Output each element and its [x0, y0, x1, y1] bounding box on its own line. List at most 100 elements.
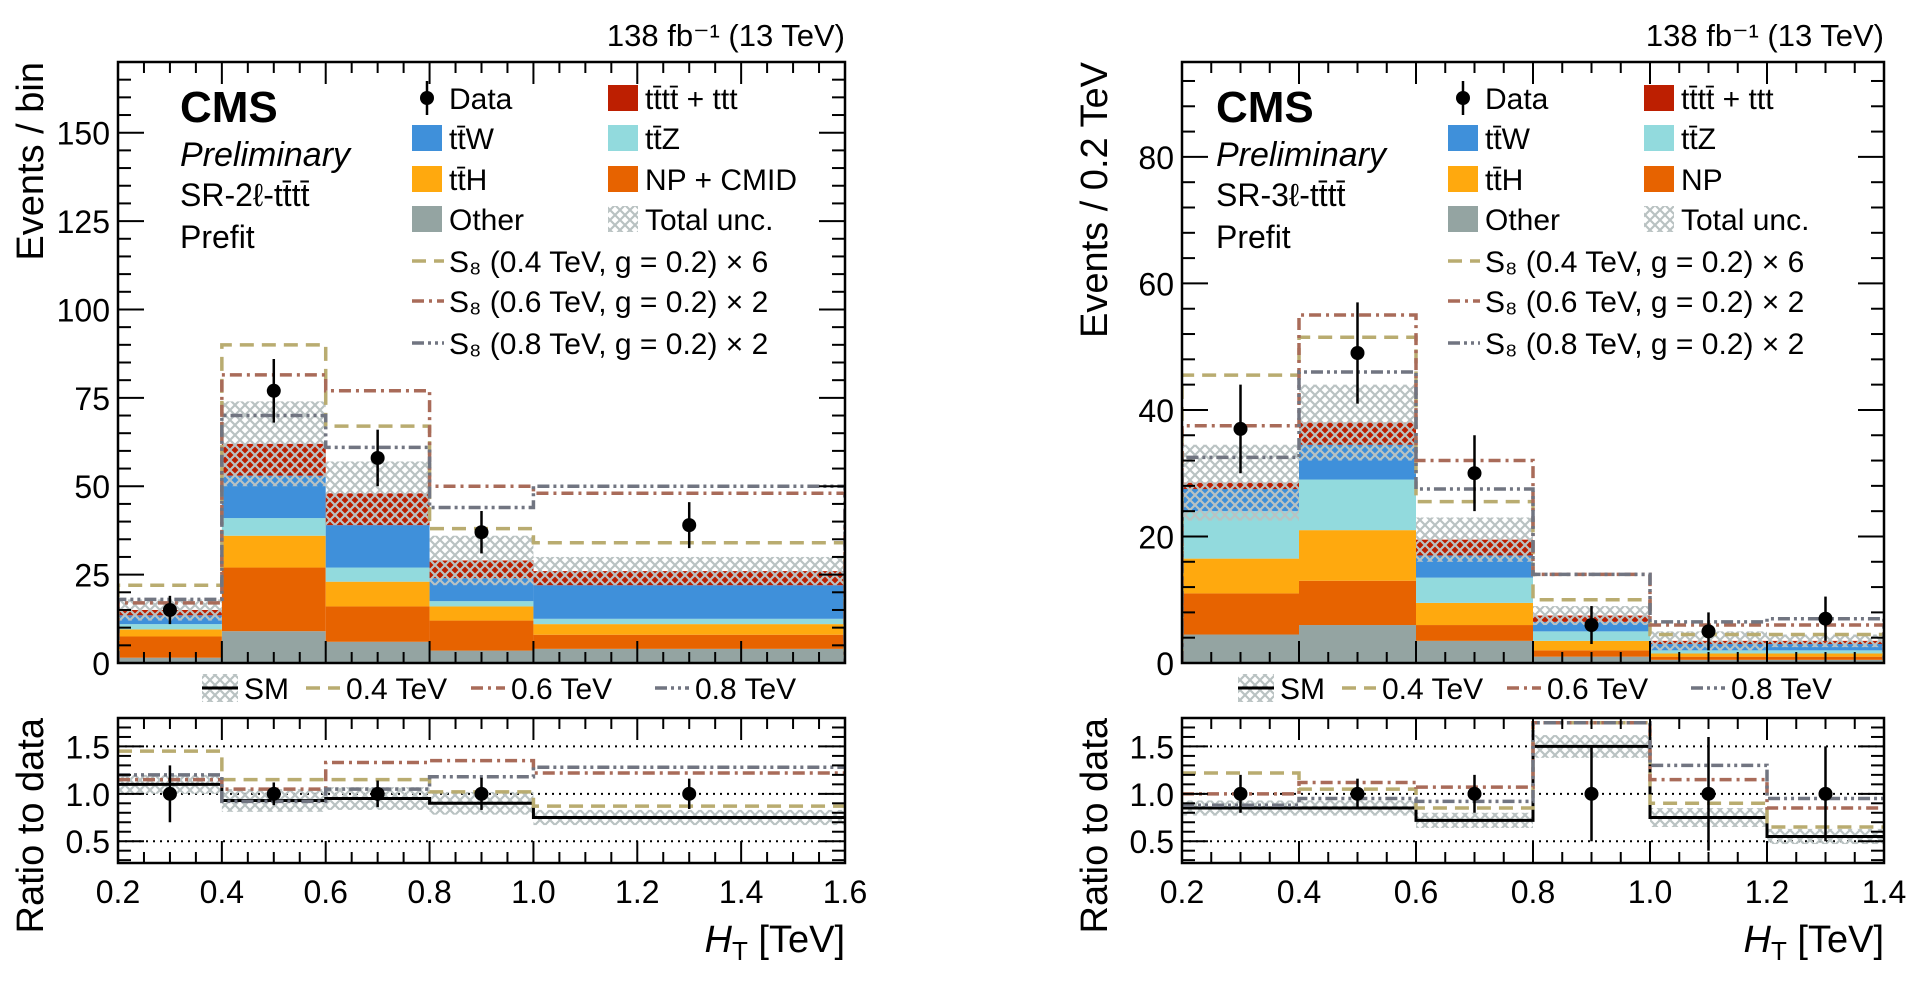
bar-ttH	[533, 624, 845, 635]
bar-ttH	[221, 535, 326, 568]
legend-item-S8_06: S₈ (0.6 TeV, g = 0.2) × 2	[1448, 286, 1804, 319]
bar-ttZ	[533, 618, 845, 625]
luminosity-label: 138 fb⁻¹ (13 TeV)	[607, 18, 845, 53]
data-point	[370, 450, 385, 465]
color-swatch-icon	[608, 125, 638, 151]
y-tick-label: 50	[74, 469, 110, 505]
ratio-y-tick-label: 0.5	[66, 824, 110, 860]
data-point	[474, 525, 489, 540]
bar-ttZ	[1650, 650, 1767, 654]
ratio-legend-label: SM	[244, 673, 289, 706]
ratio-y-tick-label: 1.5	[1130, 729, 1174, 765]
bar-ttH	[1416, 602, 1533, 626]
legend-label: S₈ (0.6 TeV, g = 0.2) × 2	[449, 286, 768, 319]
bar-ttH	[1182, 558, 1299, 594]
signal-line-S8_08	[118, 413, 845, 663]
x-tick-label: 1.4	[1862, 874, 1906, 910]
x-tick-label: 1.2	[1745, 874, 1789, 910]
region-label: SR-3ℓ-tt̄tt̄	[1216, 177, 1346, 213]
legend-item-S8_08: S₈ (0.8 TeV, g = 0.2) × 2	[412, 328, 768, 361]
legend-item-unc: Total unc.	[608, 204, 773, 237]
y-tick-label: 40	[1138, 393, 1174, 429]
ratio-legend-label: 0.4 TeV	[346, 673, 447, 706]
ratio-legend-label: 0.6 TeV	[1547, 673, 1648, 706]
legend-item-ttW: tt̄W	[412, 123, 495, 156]
y-tick-label: 125	[57, 204, 110, 240]
legend-item-unc: Total unc.	[1644, 204, 1809, 237]
data-point	[1818, 611, 1833, 626]
ratio-y-axis-label: Ratio to data	[10, 717, 52, 933]
ratio-legend-label: 0.4 TeV	[1382, 673, 1483, 706]
color-swatch-icon	[608, 166, 638, 192]
ratio-data-point	[1818, 786, 1833, 801]
ratio-legend: SM 0.4 TeV 0.6 TeV 0.8 TeV	[1238, 673, 1832, 706]
ratio-data-point	[1233, 786, 1248, 801]
legend-label: NP	[1681, 164, 1723, 197]
legend: Data tt̄tt̄ + ttt tt̄W tt̄Z tt̄H NP + CMID Oth…	[412, 81, 797, 361]
legend-label: S₈ (0.8 TeV, g = 0.2) × 2	[1485, 328, 1804, 361]
bar-NP	[1299, 580, 1416, 626]
ratio-data-point	[1584, 786, 1599, 801]
y-tick-label: 60	[1138, 266, 1174, 302]
x-tick-label: 1.0	[1628, 874, 1672, 910]
legend-label: Other	[1485, 204, 1560, 237]
legend-label: tt̄Z	[1681, 123, 1716, 156]
legend-item-Other: Other	[1448, 204, 1560, 237]
legend-item-S8_06: S₈ (0.6 TeV, g = 0.2) × 2	[412, 286, 768, 319]
ratio-data-point	[162, 786, 177, 801]
uncertainty-band	[1416, 517, 1533, 562]
legend-label: Total unc.	[645, 204, 773, 237]
data-point	[682, 518, 697, 533]
data-point	[1350, 346, 1365, 361]
data-point	[162, 602, 177, 617]
y-tick-label: 0	[1156, 646, 1174, 682]
legend-item-ttH: tt̄H	[412, 164, 487, 197]
color-swatch-icon	[1448, 166, 1478, 192]
bar-ttZ	[325, 567, 430, 582]
y-tick-label: 75	[74, 381, 110, 417]
legend-item-ttW: tt̄W	[1448, 123, 1531, 156]
y-axis-label: Events / bin	[10, 62, 52, 261]
legend-label: S₈ (0.6 TeV, g = 0.2) × 2	[1485, 286, 1804, 319]
bar-NP	[533, 634, 845, 649]
bar-ttZ	[221, 518, 326, 536]
ratio-data-point	[1467, 786, 1482, 801]
ratio-legend-label: 0.6 TeV	[511, 673, 612, 706]
legend-item-ttZ: tt̄Z	[1644, 123, 1716, 156]
legend-item-data: Data	[420, 81, 513, 116]
color-swatch-icon	[1644, 166, 1674, 192]
x-tick-label: 0.6	[1394, 874, 1438, 910]
x-tick-label: 1.6	[823, 874, 867, 910]
legend-label: S₈ (0.4 TeV, g = 0.2) × 6	[1485, 246, 1804, 279]
data-marker-icon	[420, 91, 434, 105]
legend-label: tt̄W	[449, 123, 495, 156]
cms-label: CMS	[1216, 83, 1314, 132]
y-tick-label: 100	[57, 292, 110, 328]
legend-item-S8_04: S₈ (0.4 TeV, g = 0.2) × 6	[1448, 246, 1804, 279]
ratio-panel	[1182, 720, 1884, 851]
ratio-data-point	[266, 786, 281, 801]
fit-label: Prefit	[180, 219, 255, 255]
legend-item-ttH: tt̄H	[1448, 164, 1523, 197]
x-tick-label: 0.4	[200, 874, 244, 910]
ratio-signal-line-S8_04	[118, 749, 845, 808]
x-tick-label: 1.2	[615, 874, 659, 910]
x-tick-label: 0.2	[96, 874, 140, 910]
x-tick-label: 0.6	[303, 874, 347, 910]
color-swatch-icon	[1448, 125, 1478, 151]
hatch-swatch-icon	[608, 206, 638, 232]
legend-label: tt̄H	[449, 164, 487, 197]
legend-item-ttZ: tt̄Z	[608, 123, 680, 156]
ratio-y-tick-label: 0.5	[1130, 824, 1174, 860]
ratio-data-point	[682, 786, 697, 801]
legend-label: tt̄Z	[645, 123, 680, 156]
legend-item-Other: Other	[412, 204, 524, 237]
legend-label: Other	[449, 204, 524, 237]
cms-label: CMS	[180, 83, 278, 132]
bar-NP	[221, 567, 326, 632]
legend-label: tt̄W	[1485, 123, 1531, 156]
plot-2: 0.2 0.4 0.6 0.8 1.0 1.2 1.4 0 20 40 60 80 0.5 1.0 1.5 E…	[1074, 18, 1906, 966]
x-tick-label: 0.4	[1277, 874, 1321, 910]
ratio-data-point	[370, 786, 385, 801]
